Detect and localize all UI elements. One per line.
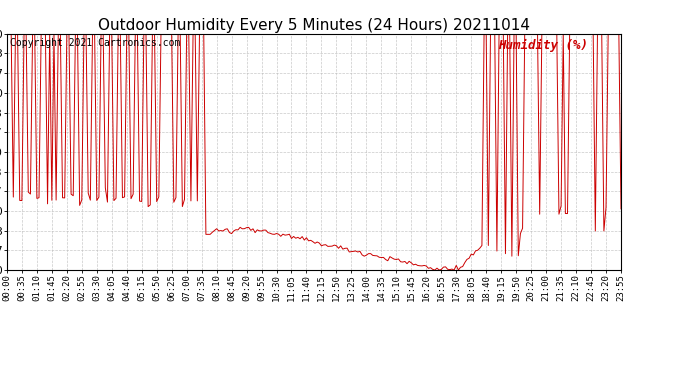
Title: Outdoor Humidity Every 5 Minutes (24 Hours) 20211014: Outdoor Humidity Every 5 Minutes (24 Hou… [98,18,530,33]
Text: Humidity (%): Humidity (%) [498,39,588,51]
Text: Copyright 2021 Cartronics.com: Copyright 2021 Cartronics.com [10,39,180,48]
